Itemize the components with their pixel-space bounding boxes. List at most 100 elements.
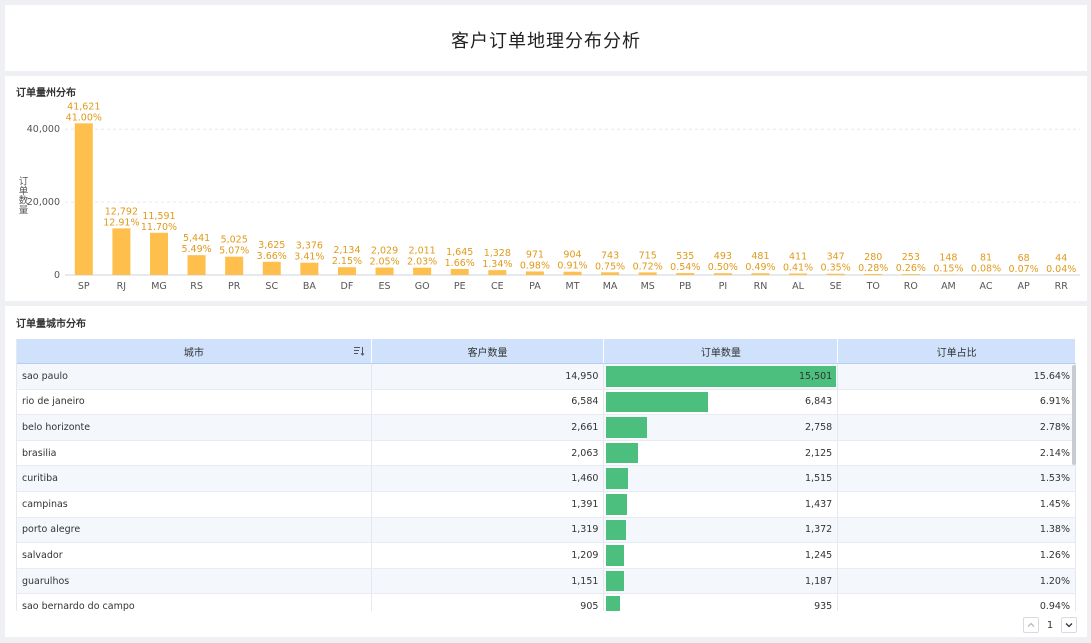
bar (488, 270, 507, 275)
data-label-percent: 5.49% (181, 244, 211, 255)
data-label-percent: 0.41% (783, 263, 813, 274)
bar (676, 273, 695, 275)
bar (826, 273, 845, 275)
city-name: sao paulo (22, 370, 68, 382)
page-title: 客户订单地理分布分析 (451, 31, 641, 52)
state-chart-title: 订单量州分布 (16, 88, 76, 99)
data-label-percent: 0.49% (745, 262, 775, 273)
data-label-value: 5,025 (221, 235, 248, 246)
bar (789, 273, 808, 275)
y-tick-label: 20,000 (27, 197, 60, 208)
order-share: 0.94% (1039, 601, 1070, 611)
customer-count: 14,950 (565, 370, 599, 382)
table-body: sao paulo 14,950 15,501 15.64% rio de janeir… (17, 364, 1076, 611)
order-share: 1.45% (1039, 498, 1070, 510)
table-row[interactable]: rio de janeiro 6,584 6,843 6.91% (17, 389, 1076, 416)
data-label-value: 347 (827, 252, 845, 263)
customers-cell: 2,661 (372, 415, 605, 440)
share-cell: 1.38% (838, 517, 1076, 543)
y-tick-label: 0 (54, 270, 60, 281)
x-tick-label: PB (679, 281, 691, 292)
column-header-label: 客户数量 (467, 347, 508, 359)
data-label-value: 411 (789, 252, 807, 263)
column-header-share[interactable]: 订单占比 (838, 339, 1076, 363)
share-cell: 1.53% (838, 466, 1076, 491)
sort-descending-icon[interactable] (353, 345, 365, 357)
city-name: curitiba (22, 473, 59, 485)
prev-page-button[interactable] (1023, 617, 1039, 633)
column-header-label: 城市 (183, 347, 204, 359)
y-axis-label: 订单数量 (17, 176, 29, 214)
city-cell: sao bernardo do campo (17, 594, 372, 611)
city-cell: salvador (17, 543, 372, 568)
table-row[interactable]: sao bernardo do campo 905 935 0.94% (17, 594, 1076, 611)
data-label-value: 12,792 (105, 206, 138, 217)
table-scrollbar[interactable] (1072, 365, 1076, 465)
x-tick-label: AL (792, 281, 804, 292)
column-header-label: 订单数量 (700, 347, 741, 359)
orders-data-bar (606, 391, 709, 413)
next-page-button[interactable] (1061, 617, 1077, 633)
customers-cell: 1,151 (372, 568, 605, 594)
data-label-value: 41,621 (67, 101, 100, 112)
data-label-percent: 2.03% (407, 257, 437, 268)
bar (225, 256, 244, 275)
bar (563, 271, 582, 275)
data-label-percent: 0.15% (933, 263, 963, 274)
order-share: 1.26% (1039, 549, 1070, 561)
pagination: 1 (1023, 617, 1077, 633)
column-header-customers[interactable]: 客户数量 (372, 339, 605, 363)
bar (525, 271, 544, 275)
orders-cell: 1,187 (604, 568, 839, 594)
x-tick-label: TO (866, 281, 880, 292)
share-cell: 6.91% (838, 389, 1076, 415)
city-cell: porto alegre (17, 517, 372, 543)
x-tick-label: MS (641, 281, 655, 292)
bar (939, 274, 958, 275)
customers-cell: 14,950 (372, 364, 605, 389)
order-count: 1,245 (805, 549, 833, 561)
table-row[interactable]: porto alegre 1,319 1,372 1.38% (17, 517, 1076, 544)
x-tick-label: ES (379, 281, 391, 292)
table-row[interactable]: belo horizonte 2,661 2,758 2.78% (17, 415, 1076, 441)
column-header-orders[interactable]: 订单数量 (604, 339, 839, 363)
data-label-percent: 0.28% (858, 263, 888, 274)
orders-data-bar (606, 570, 625, 592)
x-tick-label: PR (228, 281, 241, 292)
data-label-percent: 0.98% (520, 260, 550, 271)
x-tick-label: MA (603, 281, 618, 292)
orders-cell: 1,245 (604, 543, 839, 568)
orders-cell: 15,501 (604, 364, 839, 389)
table-row[interactable]: sao paulo 14,950 15,501 15.64% (17, 364, 1076, 390)
customers-cell: 1,391 (372, 491, 605, 517)
table-row[interactable]: guarulhos 1,151 1,187 1.20% (17, 568, 1076, 595)
table-row[interactable]: brasilia 2,063 2,125 2.14% (17, 440, 1076, 467)
data-label-value: 3,625 (258, 240, 285, 251)
column-header-city[interactable]: 城市 (17, 339, 372, 363)
current-page: 1 (1046, 619, 1054, 631)
city-cell: sao paulo (17, 364, 372, 389)
x-tick-label: RR (1055, 281, 1069, 292)
order-share: 1.20% (1039, 575, 1070, 587)
data-label-percent: 0.08% (971, 264, 1001, 275)
table-row[interactable]: curitiba 1,460 1,515 1.53% (17, 466, 1076, 492)
customer-count: 1,319 (571, 524, 599, 536)
customers-cell: 6,584 (372, 389, 605, 415)
order-share: 1.53% (1039, 473, 1070, 485)
data-label-value: 1,328 (484, 248, 511, 259)
customer-count: 1,209 (571, 549, 599, 561)
data-label-value: 81 (980, 253, 992, 264)
chevron-down-icon (1065, 623, 1073, 628)
x-tick-label: RJ (117, 281, 126, 292)
x-tick-label: PI (719, 281, 728, 292)
order-count: 1,372 (805, 524, 833, 536)
x-tick-label: RN (754, 281, 768, 292)
city-cell: belo horizonte (17, 415, 372, 440)
data-label-value: 1,645 (446, 247, 473, 258)
data-label-percent: 2.15% (332, 256, 362, 267)
customer-count: 1,151 (571, 575, 599, 587)
city-distribution-panel: 订单量城市分布 城市 客户数量 订单数量 订单占比 (5, 306, 1087, 637)
table-row[interactable]: campinas 1,391 1,437 1.45% (17, 491, 1076, 518)
table-row[interactable]: salvador 1,209 1,245 1.26% (17, 543, 1076, 569)
data-label-value: 2,029 (371, 246, 398, 257)
